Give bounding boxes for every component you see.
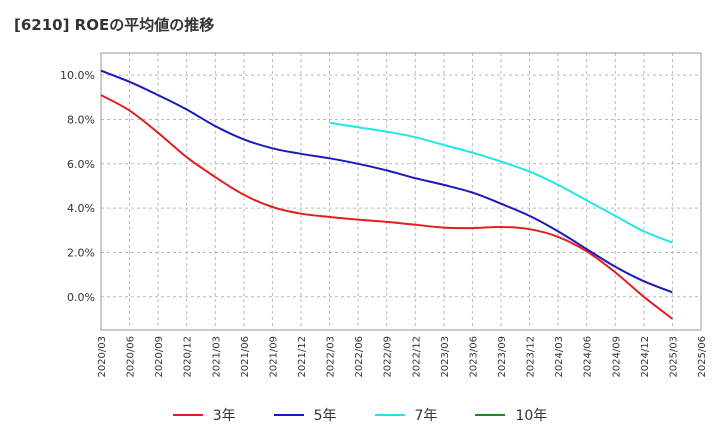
x-tick-label: 2023/12 (526, 336, 537, 378)
legend-swatch (374, 414, 405, 416)
x-tick-label: 2021/12 (297, 336, 308, 378)
x-tick-label: 2024/12 (640, 336, 651, 378)
x-tick-label: 2020/03 (97, 336, 108, 378)
y-tick-label: 6.0% (67, 158, 95, 171)
legend-label: 10年 (515, 408, 548, 424)
legend-swatch (475, 414, 506, 416)
x-tick-label: 2023/06 (468, 336, 479, 378)
y-tick-label: 4.0% (67, 202, 95, 215)
x-tick-label: 2023/09 (497, 336, 508, 378)
legend-item: 5年 (273, 405, 337, 425)
plot-area (100, 52, 702, 331)
series-line-7年 (329, 121, 673, 244)
legend-label: 7年 (414, 408, 438, 424)
y-tick-label: 2.0% (67, 246, 95, 259)
x-tick-label: 2024/06 (583, 336, 594, 378)
x-tick-label: 2022/09 (383, 336, 394, 378)
legend-item: 10年 (475, 405, 547, 425)
legend-item: 7年 (374, 405, 438, 425)
x-tick-label: 2023/03 (440, 336, 451, 378)
x-tick-label: 2021/09 (268, 336, 279, 378)
x-tick-label: 2022/06 (354, 336, 365, 378)
series-lines (100, 69, 674, 320)
y-tick-label: 8.0% (67, 113, 95, 126)
series-line-3年 (100, 94, 674, 320)
legend-label: 5年 (313, 408, 337, 424)
x-axis-ticks: 2020/03 2020/06 2020/09 2020/12 2021/03 2021/… (97, 336, 708, 378)
line-chart: 0.0% 2.0% 4.0% 6.0% 8.0% 10.0% 2020/03 2020/06… (60, 52, 708, 378)
chart-title: [6210] ROEの平均値の推移 (14, 16, 215, 34)
x-tick-label: 2022/12 (411, 336, 422, 378)
grid-lines (100, 53, 702, 330)
series-line-5年 (100, 69, 673, 294)
x-tick-label: 2022/03 (326, 336, 337, 378)
x-tick-label: 2020/12 (183, 336, 194, 378)
x-tick-label: 2025/06 (697, 336, 708, 378)
x-tick-label: 2020/09 (154, 336, 165, 378)
y-axis-ticks: 0.0% 2.0% 4.0% 6.0% 8.0% 10.0% (60, 69, 95, 304)
legend-item: 3年 (172, 405, 236, 425)
x-tick-label: 2020/06 (126, 336, 137, 378)
legend-swatch (172, 414, 203, 416)
chart-legend: 3年 5年 7年 10年 (0, 400, 720, 430)
x-tick-label: 2024/03 (554, 336, 565, 378)
legend-swatch (273, 414, 304, 416)
x-tick-label: 2021/06 (240, 336, 251, 378)
x-tick-label: 2025/03 (668, 336, 679, 378)
legend-label: 3年 (212, 408, 236, 424)
x-tick-label: 2021/03 (211, 336, 222, 378)
x-tick-label: 2024/09 (611, 336, 622, 378)
y-tick-label: 10.0% (60, 69, 95, 82)
y-tick-label: 0.0% (67, 291, 95, 304)
